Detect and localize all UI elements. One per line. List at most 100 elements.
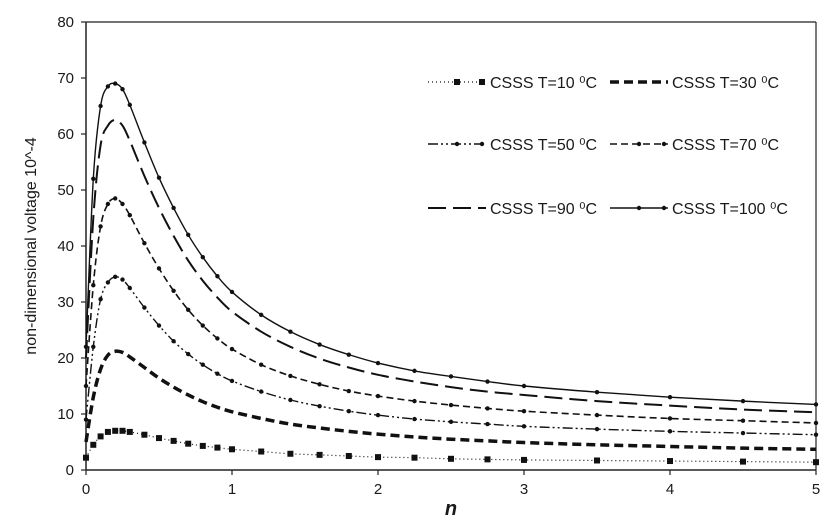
series-1-point	[375, 454, 381, 461]
series-3-point	[142, 305, 147, 310]
series-6-point	[171, 205, 176, 211]
series-4-point	[317, 382, 322, 387]
legend-item-6: CSSS T=100 ⁰C	[610, 201, 788, 218]
series-4-point	[229, 346, 235, 352]
series-6-point	[288, 329, 293, 334]
series-1-point	[126, 428, 133, 435]
series-6-point	[83, 344, 89, 349]
legend-marker	[661, 141, 667, 147]
y-tick-label: 0	[66, 462, 74, 479]
series-1-point	[97, 433, 104, 440]
series-3-point	[412, 416, 417, 422]
series-1-point	[112, 427, 119, 434]
y-tick-label: 30	[57, 294, 74, 311]
series-4-point	[98, 224, 103, 229]
series-3-point	[105, 280, 111, 285]
series-3-point	[186, 351, 191, 357]
series-3-point	[229, 378, 235, 384]
series-4-point	[120, 201, 125, 207]
series-4-point	[142, 241, 147, 246]
series-4-point	[113, 196, 118, 201]
series-4-point	[83, 383, 89, 389]
series-3-point	[83, 417, 89, 422]
series-6-point	[448, 374, 454, 379]
series-6-point	[521, 383, 527, 389]
x-ticks: 0 1 2 3 4 5	[82, 470, 820, 498]
legend-label: CSSS T=90 ⁰C	[490, 201, 597, 218]
legend-marker	[454, 141, 460, 147]
legend-item-5: CSSS T=90 ⁰C	[428, 201, 597, 218]
y-tick-label: 20	[57, 350, 74, 367]
series-1-point	[258, 448, 265, 455]
series-6-point	[156, 175, 162, 180]
series-1-point	[287, 450, 294, 457]
series-6-point	[346, 352, 351, 357]
series-line-2	[84, 349, 817, 452]
series-3-point	[91, 344, 96, 349]
x-tick-label: 2	[374, 481, 382, 498]
series-4-point	[813, 420, 819, 426]
series-3-point	[288, 397, 293, 403]
series-4-point	[740, 418, 746, 423]
series-3-point	[215, 371, 220, 376]
y-tick-label: 10	[57, 406, 74, 423]
legend-label: CSSS T=10 ⁰C	[490, 75, 597, 92]
series-6-point	[740, 398, 746, 404]
y-tick-label: 80	[57, 14, 74, 31]
series-3-point	[120, 277, 125, 282]
series-3-point	[200, 362, 205, 367]
series-6-point	[485, 379, 490, 384]
series-3-point	[259, 389, 264, 394]
series-1-point	[345, 453, 352, 459]
series-1-point	[83, 454, 89, 461]
series-1-point	[199, 442, 206, 449]
legend-item-2: CSSS T=30 ⁰C	[610, 75, 779, 92]
series-6-point	[186, 232, 191, 237]
series-1-point	[521, 456, 527, 463]
x-tick-label: 5	[812, 481, 820, 498]
series-6-point	[91, 176, 96, 181]
legend-marker	[636, 141, 642, 147]
series-1-point	[141, 431, 148, 438]
series-4-point	[594, 412, 600, 418]
series-1-point	[316, 451, 323, 458]
y-tick-label: 50	[57, 182, 74, 199]
series-3-point	[521, 424, 527, 429]
series-3-point	[594, 426, 600, 432]
series-3-point	[448, 419, 454, 425]
series-4-point	[448, 402, 454, 408]
legend-label: CSSS T=30 ⁰C	[672, 75, 779, 92]
series-3-point	[485, 421, 490, 427]
legend-marker	[454, 79, 460, 85]
series-3-point	[171, 339, 176, 344]
series-6-point	[120, 87, 125, 92]
series-6-point	[142, 140, 147, 145]
series-6-point	[105, 84, 111, 89]
series-1-point	[119, 427, 126, 434]
legend-marker	[661, 205, 667, 211]
series-line-4	[85, 197, 817, 424]
series-3-point	[113, 274, 118, 279]
series-layer	[83, 81, 819, 466]
series-3-point	[346, 409, 351, 414]
series-4-point	[346, 388, 351, 394]
series-6-point	[127, 102, 132, 108]
series-4-point	[667, 416, 673, 421]
series-4-point	[200, 323, 205, 328]
series-4-point	[127, 213, 132, 218]
series-line-3	[85, 276, 817, 436]
series-6-point	[375, 360, 381, 366]
series-3-point	[375, 412, 381, 418]
series-4-point	[288, 373, 293, 379]
series-1-point	[448, 455, 454, 462]
series-1-point	[411, 454, 418, 461]
legend-marker	[479, 141, 485, 147]
series-1-point	[90, 441, 97, 448]
series-4-point	[171, 288, 176, 293]
legend-item-3: CSSS T=50 ⁰C	[428, 137, 597, 154]
series-3-point	[317, 403, 322, 409]
legend-marker	[636, 205, 642, 211]
series-3-point	[667, 429, 673, 434]
series-3-point	[740, 430, 746, 436]
series-4-point	[485, 406, 490, 411]
